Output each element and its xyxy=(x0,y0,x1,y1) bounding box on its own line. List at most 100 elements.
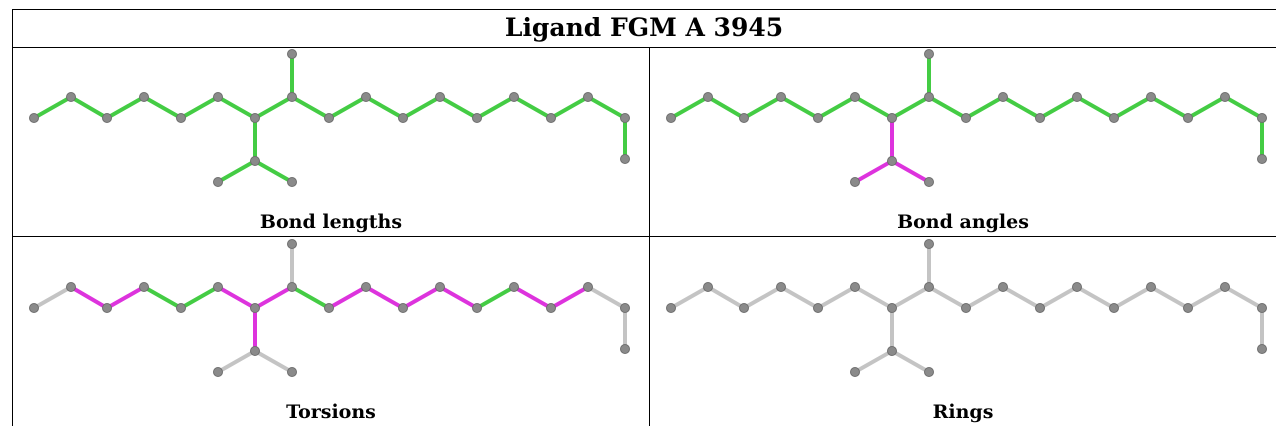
atom xyxy=(924,177,934,187)
panel-bond-angles: Bond angles xyxy=(650,48,1276,236)
atom xyxy=(776,282,786,292)
atom xyxy=(250,346,260,356)
atom xyxy=(324,113,334,123)
panel-torsions: Torsions xyxy=(13,237,649,426)
bond xyxy=(586,95,627,120)
molecule-bond-angles xyxy=(666,49,1267,187)
bond xyxy=(890,285,931,310)
molecule-bond-lengths xyxy=(29,49,630,187)
bond xyxy=(475,285,516,310)
bond xyxy=(1001,285,1042,310)
atom xyxy=(250,156,260,166)
atom xyxy=(924,367,934,377)
caption-bond-lengths: Bond lengths xyxy=(259,211,403,233)
atom xyxy=(287,367,297,377)
bond xyxy=(853,285,894,310)
bond xyxy=(816,285,857,310)
bond xyxy=(401,285,442,310)
column-divider xyxy=(649,47,650,426)
atom xyxy=(139,92,149,102)
bond xyxy=(253,95,294,120)
atom xyxy=(703,282,713,292)
caption-torsions: Torsions xyxy=(286,401,376,423)
atom xyxy=(176,113,186,123)
atom xyxy=(813,303,823,313)
atom xyxy=(1183,303,1193,313)
atom xyxy=(287,282,297,292)
atom xyxy=(887,113,897,123)
atom xyxy=(887,346,897,356)
bond xyxy=(1149,285,1190,310)
atom xyxy=(361,92,371,102)
atom xyxy=(1257,113,1267,123)
atom xyxy=(324,303,334,313)
bond xyxy=(742,95,783,120)
bond xyxy=(1186,285,1227,310)
bond xyxy=(105,285,146,310)
atom xyxy=(961,303,971,313)
atom xyxy=(666,303,676,313)
bond xyxy=(512,95,553,120)
atom xyxy=(287,177,297,187)
bond xyxy=(1223,95,1264,120)
atom xyxy=(29,303,39,313)
atom xyxy=(435,282,445,292)
bond xyxy=(290,285,331,310)
bond xyxy=(253,349,294,374)
bond xyxy=(1038,95,1079,120)
panel-bond-lengths: Bond lengths xyxy=(13,48,649,236)
bond xyxy=(142,285,183,310)
atom xyxy=(924,92,934,102)
atom xyxy=(139,282,149,292)
atom xyxy=(287,92,297,102)
atom xyxy=(509,282,519,292)
header-divider xyxy=(12,47,1276,48)
atom xyxy=(924,239,934,249)
bond xyxy=(32,95,73,120)
atom xyxy=(850,177,860,187)
bond xyxy=(253,159,294,184)
bond xyxy=(964,285,1005,310)
bond xyxy=(401,95,442,120)
atom xyxy=(29,113,39,123)
atom xyxy=(739,113,749,123)
bond xyxy=(512,285,553,310)
table-top-border xyxy=(12,9,1276,10)
atom xyxy=(472,113,482,123)
bond xyxy=(253,285,294,310)
atom xyxy=(213,282,223,292)
bond xyxy=(364,95,405,120)
bond xyxy=(1075,95,1116,120)
atom xyxy=(398,303,408,313)
bond xyxy=(1112,95,1153,120)
atom xyxy=(213,177,223,187)
bond xyxy=(816,95,857,120)
atom xyxy=(1072,92,1082,102)
atom xyxy=(813,113,823,123)
atom xyxy=(250,113,260,123)
caption-bond-angles: Bond angles xyxy=(897,211,1029,233)
atom xyxy=(472,303,482,313)
bond xyxy=(179,285,220,310)
atom xyxy=(1257,303,1267,313)
atom xyxy=(66,282,76,292)
panel-rings: Rings xyxy=(650,237,1276,426)
bond xyxy=(706,285,746,310)
atom xyxy=(213,92,223,102)
atom xyxy=(398,113,408,123)
atom xyxy=(583,282,593,292)
bond xyxy=(105,95,146,120)
bond xyxy=(475,95,516,120)
atom xyxy=(924,282,934,292)
atom xyxy=(961,113,971,123)
bond xyxy=(290,95,331,120)
bond xyxy=(216,95,257,120)
molecule-torsions xyxy=(29,239,630,377)
atom xyxy=(509,92,519,102)
atom xyxy=(361,282,371,292)
atom xyxy=(583,92,593,102)
atom xyxy=(620,303,630,313)
atom xyxy=(435,92,445,102)
atom xyxy=(666,113,676,123)
